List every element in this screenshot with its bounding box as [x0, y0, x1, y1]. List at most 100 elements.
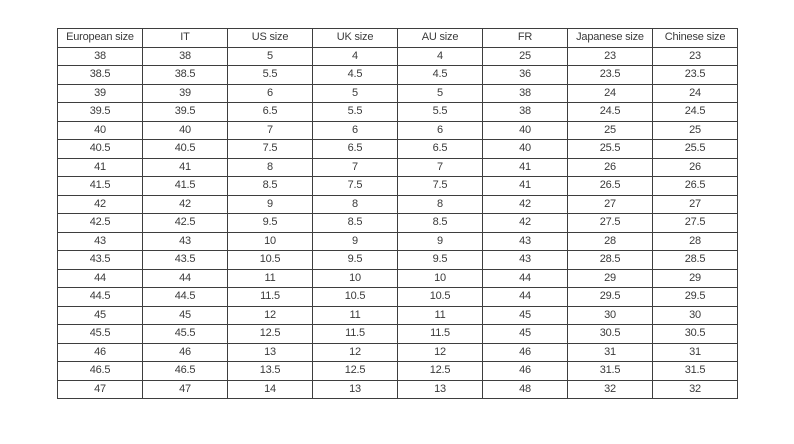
table-row: 46 46 13 12 12 46 31 31 [57, 342, 738, 362]
table-cell: 41 [482, 157, 568, 177]
table-cell: 39.5 [142, 102, 228, 122]
table-cell: 43.5 [142, 250, 228, 270]
table-cell: 4 [312, 46, 398, 66]
table-cell: 29 [567, 268, 653, 288]
table-body: 38 38 5 4 4 25 23 23 38.5 38.5 5.5 4.5 4.5 36 23.5 23.5… [57, 46, 738, 399]
table-cell: 24 [567, 83, 653, 103]
table-cell: 38.5 [57, 65, 143, 85]
table-cell: 29.5 [567, 287, 653, 307]
table-cell: 7.5 [227, 139, 313, 159]
table-cell: 40 [142, 120, 228, 140]
table-cell: 12.5 [397, 361, 483, 381]
table-cell: 40 [482, 139, 568, 159]
table-cell: 46.5 [142, 361, 228, 381]
table-cell: 29 [652, 268, 738, 288]
table-cell: 11 [397, 305, 483, 325]
table-cell: 43 [142, 231, 228, 251]
table-cell: 44 [482, 268, 568, 288]
table-cell: 27 [567, 194, 653, 214]
table-cell: 11.5 [227, 287, 313, 307]
table-cell: 45 [482, 305, 568, 325]
table-cell: 38 [142, 46, 228, 66]
table-cell: 12 [227, 305, 313, 325]
column-header-au-size: AU size [397, 28, 483, 48]
table-row: 42 42 9 8 8 42 27 27 [57, 194, 738, 214]
table-cell: 28.5 [567, 250, 653, 270]
table-cell: 44 [482, 287, 568, 307]
table-cell: 7.5 [312, 176, 398, 196]
table-cell: 5.5 [397, 102, 483, 122]
table-row: 44.5 44.5 11.5 10.5 10.5 44 29.5 29.5 [57, 287, 738, 307]
table-cell: 30 [652, 305, 738, 325]
column-header-chinese-size: Chinese size [652, 28, 738, 48]
table-cell: 9.5 [227, 213, 313, 233]
table-cell: 11.5 [312, 324, 398, 344]
table-cell: 32 [652, 379, 738, 399]
table-cell: 38 [482, 83, 568, 103]
table-cell: 26 [567, 157, 653, 177]
table-cell: 8.5 [227, 176, 313, 196]
table-row: 38.5 38.5 5.5 4.5 4.5 36 23.5 23.5 [57, 65, 738, 85]
table-cell: 6 [312, 120, 398, 140]
table-cell: 40 [57, 120, 143, 140]
table-cell: 10.5 [227, 250, 313, 270]
table-cell: 11.5 [397, 324, 483, 344]
table-cell: 47 [142, 379, 228, 399]
table-cell: 42 [142, 194, 228, 214]
column-header-european-size: European size [57, 28, 143, 48]
table-row: 39 39 6 5 5 38 24 24 [57, 83, 738, 103]
table-cell: 38 [482, 102, 568, 122]
table-cell: 31.5 [652, 361, 738, 381]
table-row: 43.5 43.5 10.5 9.5 9.5 43 28.5 28.5 [57, 250, 738, 270]
table-cell: 27.5 [567, 213, 653, 233]
table-cell: 27 [652, 194, 738, 214]
column-header-fr: FR [482, 28, 568, 48]
table-cell: 47 [57, 379, 143, 399]
column-header-it: IT [142, 28, 228, 48]
table-cell: 41 [57, 157, 143, 177]
table-cell: 39.5 [57, 102, 143, 122]
table-cell: 4 [397, 46, 483, 66]
table-cell: 9.5 [312, 250, 398, 270]
table-cell: 36 [482, 65, 568, 85]
table-cell: 42.5 [142, 213, 228, 233]
table-cell: 31 [567, 342, 653, 362]
table-cell: 7.5 [397, 176, 483, 196]
table-cell: 6.5 [312, 139, 398, 159]
table-cell: 43.5 [57, 250, 143, 270]
table-cell: 46 [482, 342, 568, 362]
table-row: 46.5 46.5 13.5 12.5 12.5 46 31.5 31.5 [57, 361, 738, 381]
table-cell: 9.5 [397, 250, 483, 270]
table-cell: 11 [312, 305, 398, 325]
table-cell: 23.5 [652, 65, 738, 85]
column-header-us-size: US size [227, 28, 313, 48]
table-cell: 45 [482, 324, 568, 344]
table-cell: 42 [482, 194, 568, 214]
table-cell: 30.5 [567, 324, 653, 344]
table-cell: 7 [312, 157, 398, 177]
table-cell: 9 [397, 231, 483, 251]
table-cell: 13 [397, 379, 483, 399]
shoe-size-conversion-table: European size IT US size UK size AU size FR Ja… [57, 28, 738, 399]
table-cell: 13 [227, 342, 313, 362]
table-row: 41.5 41.5 8.5 7.5 7.5 41 26.5 26.5 [57, 176, 738, 196]
table-cell: 11 [227, 268, 313, 288]
table-cell: 31 [652, 342, 738, 362]
table-cell: 41.5 [142, 176, 228, 196]
table-row: 45.5 45.5 12.5 11.5 11.5 45 30.5 30.5 [57, 324, 738, 344]
table-row: 39.5 39.5 6.5 5.5 5.5 38 24.5 24.5 [57, 102, 738, 122]
table-cell: 5.5 [312, 102, 398, 122]
table-cell: 10 [312, 268, 398, 288]
column-header-uk-size: UK size [312, 28, 398, 48]
table-cell: 8.5 [397, 213, 483, 233]
table-cell: 31.5 [567, 361, 653, 381]
table-cell: 38 [57, 46, 143, 66]
table-cell: 10 [227, 231, 313, 251]
table-cell: 12 [312, 342, 398, 362]
table-cell: 5.5 [227, 65, 313, 85]
table-cell: 41.5 [57, 176, 143, 196]
table-cell: 8 [312, 194, 398, 214]
table-cell: 10.5 [397, 287, 483, 307]
table-header: European size IT US size UK size AU size FR Ja… [57, 28, 738, 48]
